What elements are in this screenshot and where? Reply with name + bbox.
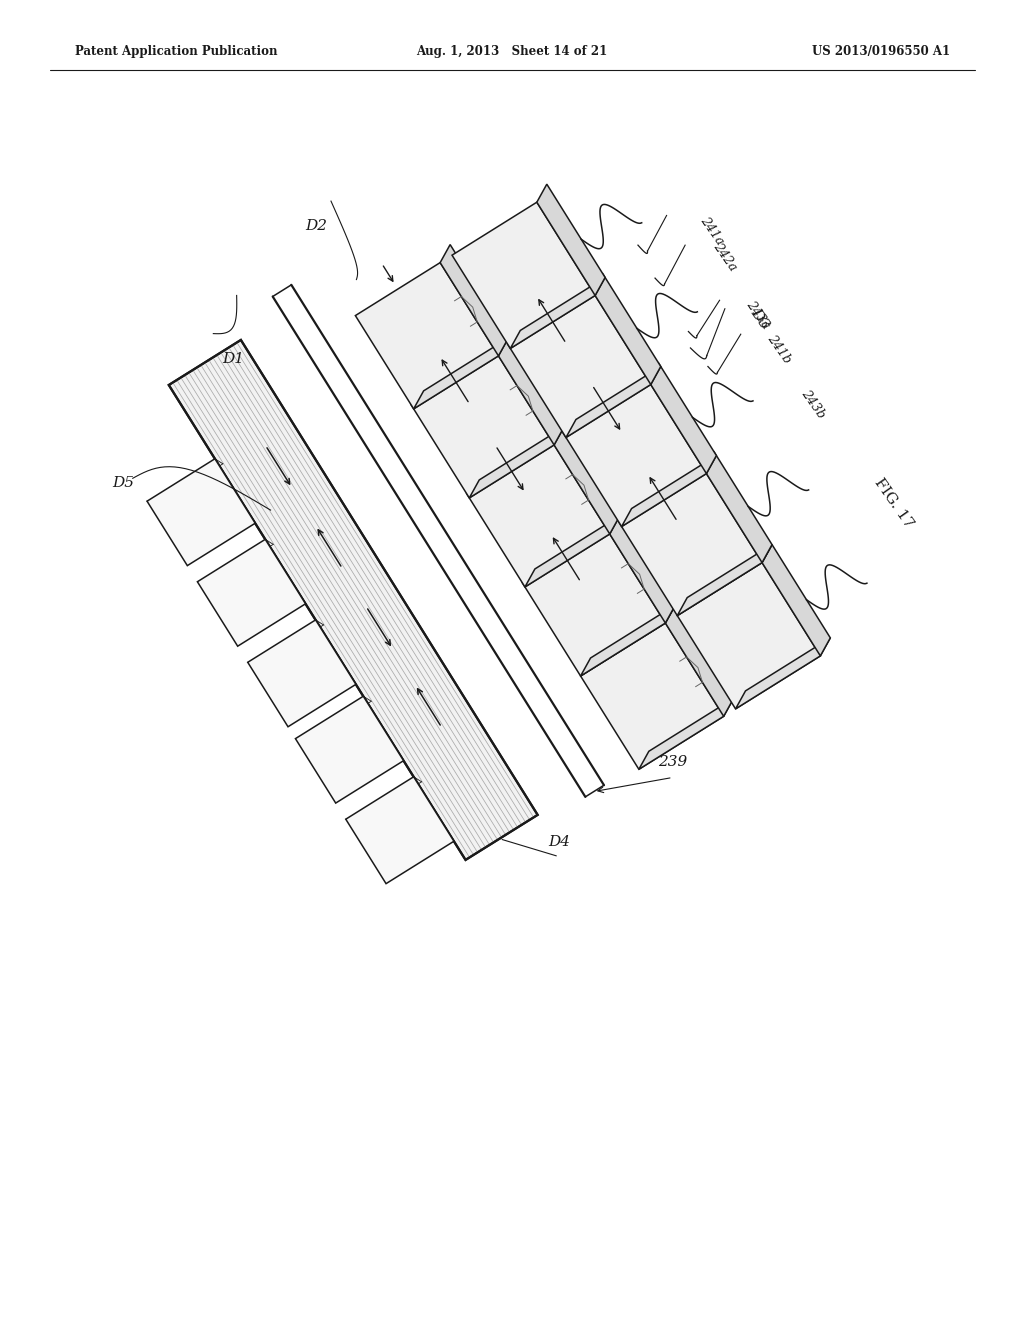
Polygon shape (510, 277, 605, 348)
Text: D3: D3 (748, 306, 772, 331)
Polygon shape (469, 426, 564, 498)
Polygon shape (414, 338, 509, 409)
Polygon shape (440, 244, 509, 356)
Text: 243a: 243a (743, 298, 772, 331)
Text: 241a: 241a (697, 214, 726, 247)
Polygon shape (703, 451, 772, 562)
Polygon shape (508, 292, 651, 437)
Text: 241b: 241b (764, 333, 794, 366)
Polygon shape (735, 638, 830, 709)
Polygon shape (355, 263, 499, 409)
Polygon shape (677, 545, 772, 615)
Polygon shape (622, 455, 717, 527)
Text: 242a: 242a (711, 240, 739, 273)
Text: Aug. 1, 2013   Sheet 14 of 21: Aug. 1, 2013 Sheet 14 of 21 (417, 45, 607, 58)
Polygon shape (677, 562, 820, 709)
Text: 239: 239 (658, 755, 687, 770)
Polygon shape (169, 341, 538, 859)
Polygon shape (147, 459, 255, 566)
Polygon shape (581, 623, 724, 770)
Polygon shape (563, 380, 707, 527)
Text: 243b: 243b (799, 388, 827, 421)
Text: US 2013/0196550 A1: US 2013/0196550 A1 (812, 45, 950, 58)
Polygon shape (552, 422, 620, 535)
Polygon shape (648, 362, 717, 474)
Polygon shape (452, 202, 595, 348)
Text: D1: D1 (222, 351, 245, 366)
Polygon shape (296, 696, 403, 803)
Polygon shape (198, 540, 305, 647)
Text: FIG. 17: FIG. 17 (871, 475, 915, 531)
Polygon shape (566, 367, 660, 437)
Text: D2: D2 (305, 219, 327, 234)
Text: D4: D4 (548, 834, 570, 849)
Text: D5: D5 (112, 477, 134, 490)
Polygon shape (525, 516, 620, 587)
Polygon shape (618, 470, 762, 615)
Polygon shape (346, 776, 454, 883)
Polygon shape (467, 441, 609, 587)
Text: Patent Application Publication: Patent Application Publication (75, 45, 278, 58)
Polygon shape (593, 273, 660, 384)
Polygon shape (581, 605, 676, 676)
Polygon shape (537, 185, 605, 296)
Polygon shape (639, 698, 733, 770)
Polygon shape (411, 351, 554, 498)
Polygon shape (762, 545, 830, 656)
Polygon shape (666, 605, 733, 717)
Polygon shape (607, 512, 676, 623)
Polygon shape (522, 529, 666, 676)
Polygon shape (248, 620, 356, 727)
Polygon shape (496, 334, 564, 445)
